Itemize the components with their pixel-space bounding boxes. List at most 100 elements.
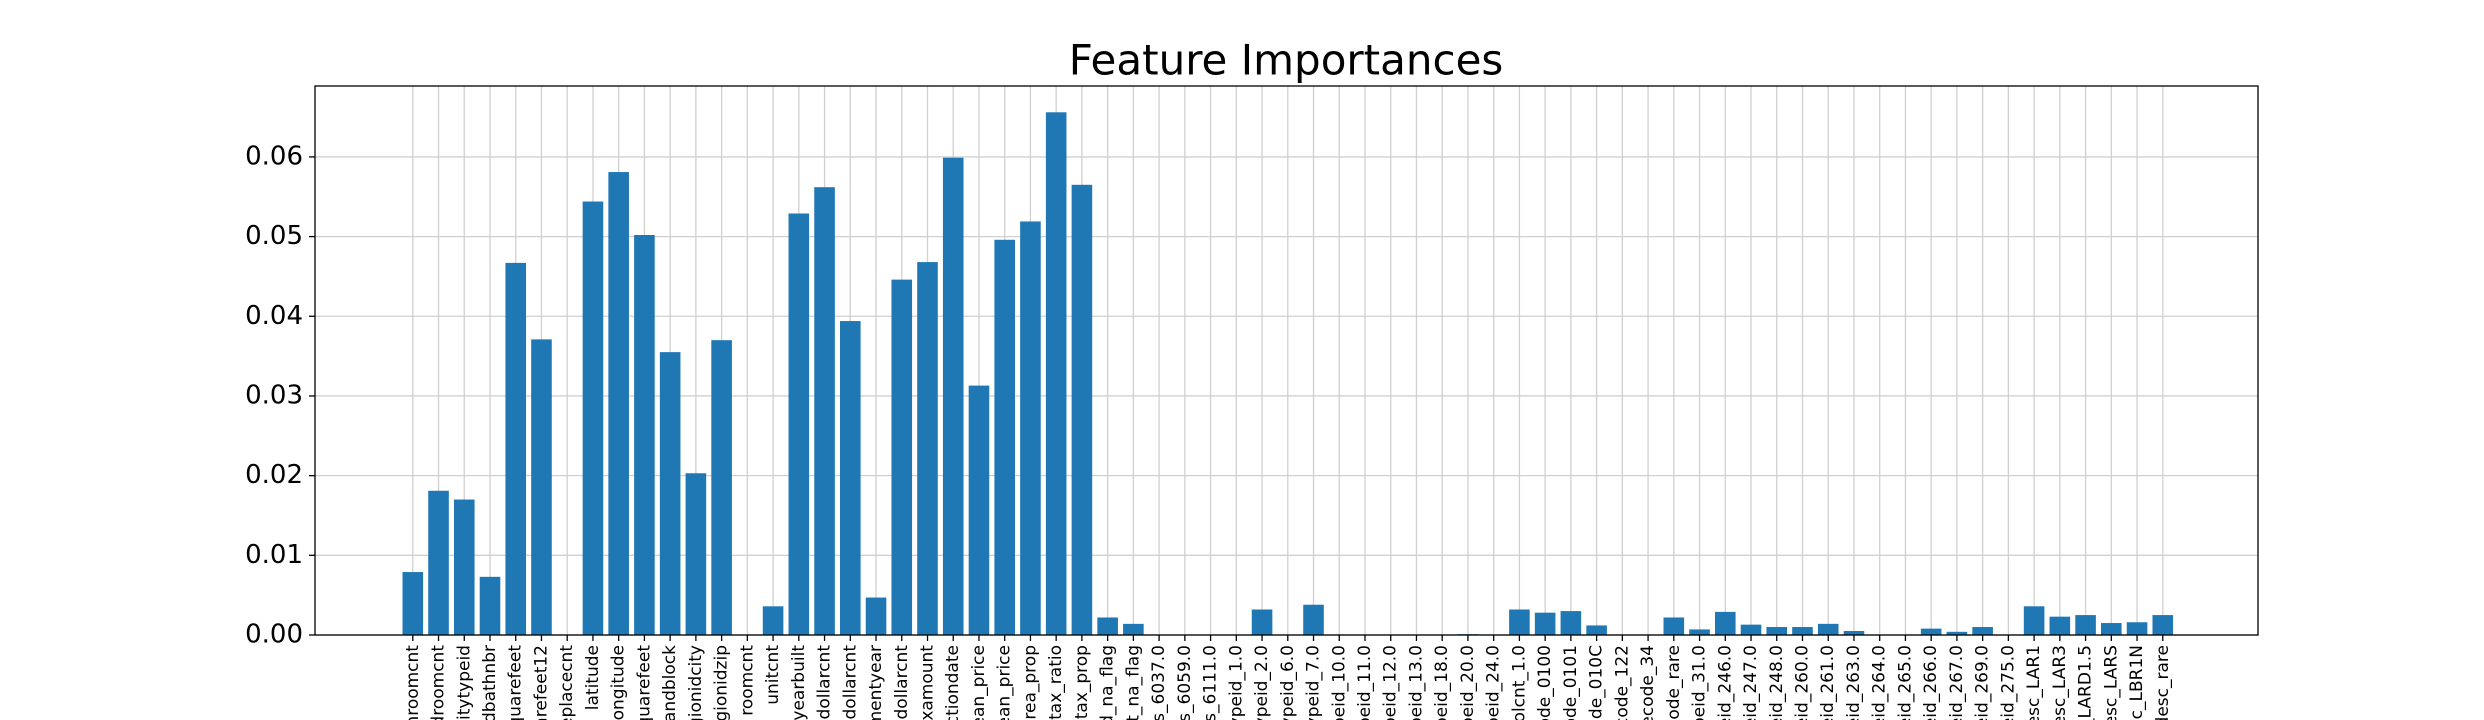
- bar: [608, 172, 629, 635]
- bar: [1123, 623, 1144, 635]
- x-tick-label: desc_LARS: [2101, 645, 2121, 720]
- bar: [788, 213, 810, 635]
- y-tick-label: 0.01: [245, 540, 303, 570]
- bar: [634, 235, 655, 635]
- x-tick-label: egionidzip: [712, 645, 732, 720]
- x-tick-label: ypeid_13.0: [1406, 645, 1426, 720]
- x-tick-label: roomcnt: [737, 645, 757, 716]
- y-tick-label: 0.03: [245, 380, 303, 410]
- x-tick-label: nt_na_flag: [1123, 645, 1143, 720]
- x-tick-label: peid_263.0: [1844, 645, 1864, 720]
- x-tick-label: uarefeet12: [531, 645, 551, 720]
- bar: [917, 262, 938, 635]
- x-tick-label: poolcnt_1.0: [1509, 645, 1529, 720]
- x-tick-label: ypeid_11.0: [1355, 645, 1375, 720]
- x-tick-label: typeid_6.0: [1278, 645, 1298, 720]
- bar: [814, 187, 835, 635]
- x-tick-label: taxamount: [917, 645, 937, 720]
- x-tick-label: unitcnt: [763, 645, 783, 705]
- bar: [1020, 221, 1041, 635]
- bar: [479, 576, 501, 635]
- x-tick-label: squarefeet: [506, 645, 526, 720]
- bar: [942, 157, 964, 635]
- x-tick-label: peid_264.0: [1870, 645, 1890, 720]
- bar: [1920, 628, 1942, 635]
- x-tick-label: ecode_rare: [1664, 645, 1684, 720]
- bar: [2023, 606, 2045, 635]
- bar: [1740, 624, 1762, 635]
- x-tick-label: peid_248.0: [1767, 645, 1787, 720]
- x-tick-label: ips_6037.0: [1149, 645, 1169, 720]
- x-tick-label: ctandblock: [660, 645, 680, 720]
- bar: [2075, 615, 2096, 635]
- x-tick-label: uedollarcnt: [840, 645, 860, 720]
- x-tick-label: peid_267.0: [1947, 645, 1967, 720]
- y-tick-label: 0.04: [245, 301, 303, 331]
- x-tick-label: ips_6111.0: [1201, 645, 1221, 720]
- bar: [582, 201, 604, 636]
- x-tick-label: mean_price: [969, 645, 989, 720]
- x-tick-label: typeid_7.0: [1304, 645, 1324, 720]
- x-tick-label: _area_prop: [1020, 645, 1040, 720]
- x-tick-label: ypeid_20.0: [1458, 645, 1478, 720]
- x-tick-label: peid_269.0: [1973, 645, 1993, 720]
- x-tick-label: esc_LBR1N: [2127, 645, 2147, 720]
- bar: [402, 572, 424, 635]
- x-tick-label: tax_ratio: [1046, 645, 1066, 720]
- x-tick-label: desc_LAR3: [2050, 645, 2070, 720]
- x-tick-label: code_0100: [1535, 645, 1555, 720]
- x-tick-label: ypeid_12.0: [1381, 645, 1401, 720]
- bar: [2126, 622, 2148, 635]
- x-tick-label: yearbuilt: [789, 645, 809, 720]
- y-tick-label: 0.05: [245, 221, 303, 251]
- bar: [505, 262, 527, 635]
- x-tick-label: uedollarcnt: [815, 645, 835, 720]
- x-tick-label: code_010C: [1587, 645, 1607, 720]
- bar: [2152, 615, 2174, 635]
- bar: [1560, 611, 1582, 635]
- x-tick-label: c_LARD1.5: [2076, 645, 2096, 720]
- x-tick-label: gdesc_rare: [2153, 645, 2173, 720]
- bar: [1534, 612, 1556, 635]
- bar: [711, 340, 732, 635]
- bar: [1586, 625, 1607, 635]
- plot-frame: [314, 85, 2259, 636]
- bar: [428, 490, 449, 635]
- x-tick-label: secode_34: [1638, 645, 1658, 720]
- bar: [1097, 617, 1118, 635]
- y-tick-label: 0.00: [245, 620, 303, 650]
- bar: [659, 352, 681, 635]
- bar: [1509, 609, 1530, 635]
- y-tick-label: 0.06: [245, 141, 303, 171]
- x-tick-label: peid_275.0: [1998, 645, 2018, 720]
- x-tick-label: actiondate: [943, 645, 963, 720]
- bar: [865, 597, 887, 635]
- bar: [1045, 112, 1067, 636]
- x-tick-label: peid_247.0: [1741, 645, 1761, 720]
- bar: [891, 279, 913, 635]
- bar: [453, 499, 475, 635]
- y-tick-label: 0.02: [245, 460, 303, 490]
- bar: [2049, 616, 2071, 635]
- x-tick-label: edbathnbr: [480, 645, 500, 720]
- bar: [2101, 623, 2122, 635]
- x-tick-label: replacecnt: [557, 645, 577, 720]
- bar: [839, 321, 861, 635]
- x-tick-label: typeid_2.0: [1252, 645, 1272, 720]
- bar: [994, 239, 1015, 635]
- bar: [1689, 629, 1710, 635]
- x-tick-label: peid_246.0: [1715, 645, 1735, 720]
- x-tick-label: alitytypeid: [454, 645, 474, 720]
- bar: [968, 385, 990, 635]
- x-tick-label: typeid_10.0: [1329, 645, 1349, 720]
- bar: [1714, 611, 1736, 635]
- x-tick-label: peid_266.0: [1921, 645, 1941, 720]
- x-tick-label: ips_6059.0: [1175, 645, 1195, 720]
- bar: [1071, 184, 1093, 635]
- x-tick-label: ecode_122: [1612, 645, 1632, 720]
- x-tick-label: desc_LAR1: [2024, 645, 2044, 720]
- x-tick-label: smentyear: [866, 645, 886, 720]
- chart-title: Feature Importances: [1069, 36, 1504, 85]
